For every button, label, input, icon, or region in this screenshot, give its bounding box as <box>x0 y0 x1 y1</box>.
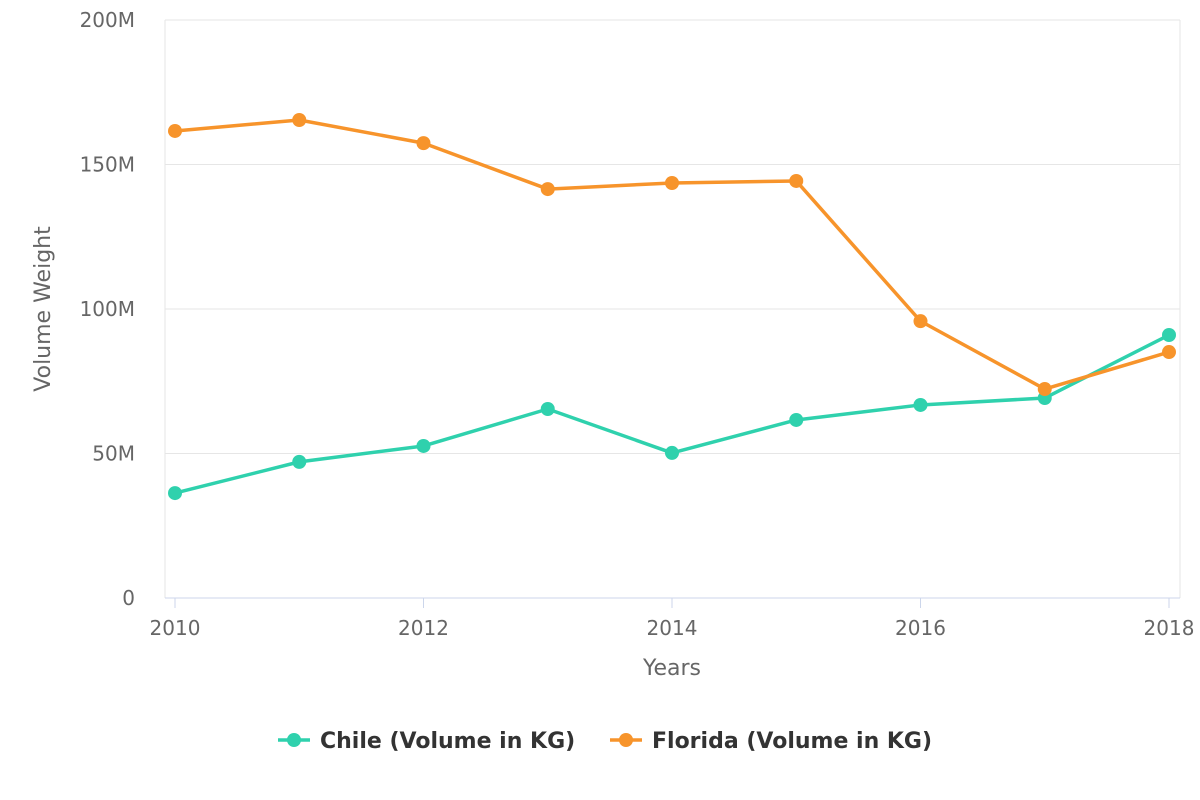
data-point[interactable] <box>913 397 928 412</box>
y-tick-label: 200M <box>80 8 135 32</box>
y-tick-label: 50M <box>92 442 135 466</box>
data-point[interactable] <box>416 136 431 151</box>
x-tick-label: 2016 <box>895 616 946 640</box>
data-point[interactable] <box>292 112 307 127</box>
y-tick-label: 0 <box>122 586 135 610</box>
y-axis-ticks: 0 50M 100M 150M 200M <box>80 8 135 610</box>
legend-label: Florida (Volume in KG) <box>652 729 932 754</box>
legend-item[interactable]: Florida (Volume in KG) <box>610 729 932 754</box>
legend: Chile (Volume in KG) Florida (Volume in K… <box>278 729 932 754</box>
data-point[interactable] <box>789 173 804 188</box>
x-tick-label: 2014 <box>647 616 698 640</box>
data-point[interactable] <box>540 182 555 197</box>
data-point[interactable] <box>665 175 679 190</box>
x-axis-title: Years <box>642 656 701 681</box>
y-tick-label: 150M <box>80 153 135 177</box>
x-tick-label: 2018 <box>1144 616 1195 640</box>
series-layer <box>168 112 1176 501</box>
series-florida <box>168 112 1176 397</box>
data-point[interactable] <box>416 438 431 453</box>
data-point[interactable] <box>1162 328 1176 343</box>
series-line <box>174 118 1170 391</box>
x-tick-label: 2010 <box>150 616 201 640</box>
legend-marker-icon <box>619 733 633 747</box>
data-point[interactable] <box>168 486 182 501</box>
data-point[interactable] <box>540 401 555 416</box>
data-point[interactable] <box>665 445 679 460</box>
data-point[interactable] <box>1037 382 1052 397</box>
data-point[interactable] <box>1162 345 1176 360</box>
x-axis-ticks: 2010 2012 2014 2016 2018 <box>150 598 1195 640</box>
x-tick-label: 2012 <box>398 616 449 640</box>
data-point[interactable] <box>168 123 182 138</box>
data-point[interactable] <box>789 412 804 427</box>
legend-item[interactable]: Chile (Volume in KG) <box>278 729 575 754</box>
data-point[interactable] <box>292 454 307 469</box>
data-point[interactable] <box>913 314 928 329</box>
legend-marker-icon <box>287 733 301 747</box>
series-chile <box>168 328 1176 501</box>
y-axis-title: Volume Weight <box>31 226 56 392</box>
grid <box>164 19 1181 599</box>
series-line <box>174 333 1170 495</box>
y-tick-label: 100M <box>80 297 135 321</box>
legend-label: Chile (Volume in KG) <box>320 729 575 754</box>
